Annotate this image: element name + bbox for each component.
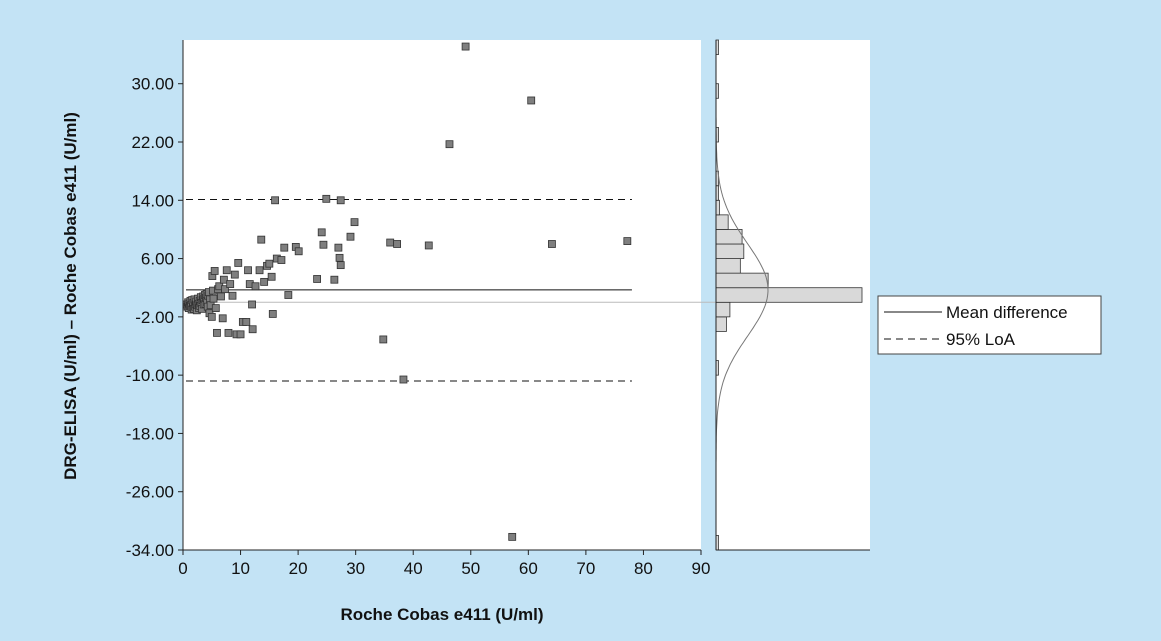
data-point bbox=[277, 256, 286, 264]
data-point bbox=[236, 330, 245, 339]
data-point bbox=[346, 232, 355, 241]
y-tick-label: 30.00 bbox=[131, 75, 174, 94]
data-point bbox=[399, 375, 408, 384]
data-point bbox=[393, 240, 402, 248]
reference-lines bbox=[186, 199, 632, 382]
data-point bbox=[218, 314, 227, 323]
data-point bbox=[255, 266, 264, 275]
x-axis-ticks: 0 10 20 30 40 50 60 70 80 90 bbox=[178, 550, 710, 578]
data-point bbox=[224, 328, 233, 337]
y-tick-label: 6.00 bbox=[141, 250, 174, 269]
y-tick-label: 22.00 bbox=[131, 133, 174, 152]
data-point bbox=[623, 237, 632, 245]
legend-box bbox=[877, 295, 1102, 355]
x-axis-title: Roche Cobas e411 (U/ml) bbox=[340, 605, 543, 624]
data-point bbox=[271, 196, 279, 205]
x-tick-label: 10 bbox=[231, 559, 250, 578]
histogram-bar bbox=[715, 316, 727, 332]
data-point bbox=[207, 312, 216, 321]
data-point bbox=[209, 294, 218, 303]
x-tick-label: 90 bbox=[692, 559, 711, 578]
y-axis-ticks: -34.00 -26.00 -18.00 -10.00 -2.00 6.00 14.00 22… bbox=[126, 75, 183, 560]
data-point bbox=[244, 266, 252, 275]
data-point bbox=[508, 532, 517, 541]
x-tick-label: 20 bbox=[289, 559, 308, 578]
y-axis-title: DRG-ELISA (U/ml) – Roche Cobas e411 (U/m… bbox=[61, 112, 80, 480]
data-point bbox=[284, 291, 293, 299]
data-point bbox=[226, 280, 235, 288]
data-points bbox=[182, 42, 632, 541]
y-tick-label: 14.00 bbox=[131, 191, 174, 210]
data-point bbox=[217, 292, 225, 301]
data-point bbox=[330, 275, 339, 284]
data-point bbox=[211, 304, 220, 313]
data-point bbox=[268, 310, 277, 318]
data-point bbox=[248, 325, 257, 334]
data-point bbox=[228, 291, 237, 300]
x-tick-label: 70 bbox=[576, 559, 595, 578]
data-point bbox=[294, 247, 303, 256]
x-tick-label: 80 bbox=[634, 559, 653, 578]
y-tick-label: -2.00 bbox=[135, 308, 174, 327]
x-tick-label: 30 bbox=[346, 559, 365, 578]
data-point bbox=[336, 196, 345, 205]
data-point bbox=[248, 300, 256, 309]
data-point bbox=[334, 243, 343, 252]
data-point bbox=[213, 328, 221, 337]
data-point bbox=[267, 272, 276, 281]
data-point bbox=[251, 282, 260, 291]
data-point bbox=[230, 270, 239, 279]
legend-loa-label: 95% LoA bbox=[946, 330, 1016, 349]
y-tick-label: -34.00 bbox=[126, 541, 174, 560]
data-point bbox=[222, 266, 231, 275]
x-tick-label: 40 bbox=[404, 559, 423, 578]
histogram-bar bbox=[715, 272, 769, 289]
data-point bbox=[322, 194, 331, 203]
histogram-bar bbox=[715, 214, 729, 230]
data-point bbox=[234, 259, 243, 267]
data-point bbox=[445, 140, 454, 149]
y-tick-label: -18.00 bbox=[126, 424, 174, 443]
y-tick-label: -26.00 bbox=[126, 483, 174, 502]
data-point bbox=[461, 42, 470, 51]
data-point bbox=[260, 277, 269, 286]
data-point bbox=[424, 241, 433, 250]
data-point bbox=[210, 267, 219, 275]
data-point bbox=[527, 96, 536, 105]
scatter-plot-area bbox=[183, 40, 701, 550]
data-point bbox=[336, 261, 345, 270]
data-point bbox=[265, 259, 274, 268]
y-tick-label: -10.00 bbox=[126, 366, 174, 385]
legend: Mean difference 95% LoA bbox=[877, 295, 1102, 355]
x-tick-label: 50 bbox=[461, 559, 480, 578]
x-tick-label: 60 bbox=[519, 559, 538, 578]
histogram-bar bbox=[715, 258, 741, 274]
data-point bbox=[221, 285, 229, 294]
data-point bbox=[317, 228, 326, 237]
data-point bbox=[319, 240, 328, 249]
x-tick-label: 0 bbox=[178, 559, 187, 578]
data-point bbox=[386, 238, 395, 247]
data-point bbox=[219, 275, 228, 284]
data-point bbox=[335, 253, 344, 262]
histogram-bar bbox=[715, 301, 731, 318]
histogram-bar bbox=[715, 229, 743, 245]
data-point bbox=[242, 318, 251, 326]
data-point bbox=[379, 335, 388, 344]
data-point bbox=[313, 275, 322, 283]
legend-mean-label: Mean difference bbox=[946, 303, 1068, 322]
data-point bbox=[548, 240, 556, 248]
data-point bbox=[280, 243, 289, 252]
data-point bbox=[350, 218, 359, 227]
data-point bbox=[257, 235, 266, 244]
histogram-bar bbox=[715, 287, 863, 303]
histogram-bar bbox=[715, 199, 720, 216]
histogram-bar bbox=[715, 243, 745, 259]
